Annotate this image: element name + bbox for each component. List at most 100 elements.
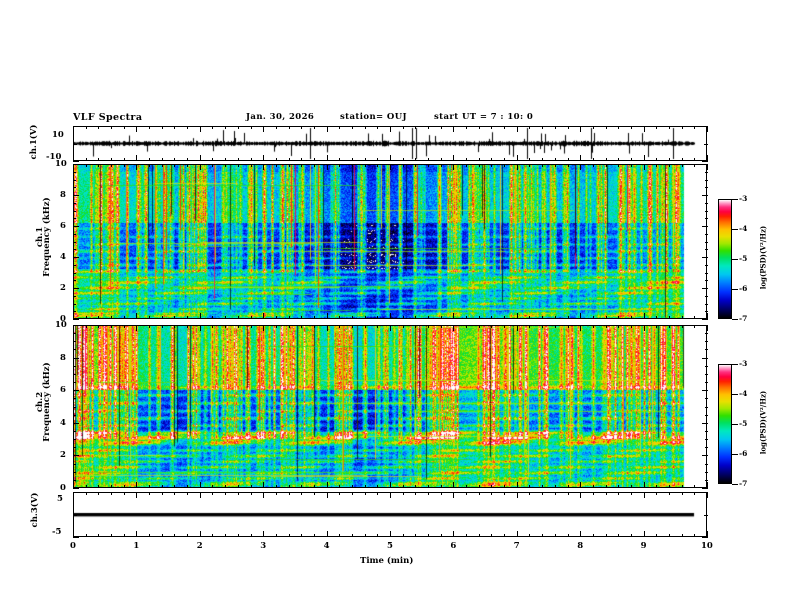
tick-mark xyxy=(705,164,708,165)
tick-mark xyxy=(263,313,264,319)
tick-mark xyxy=(390,325,391,331)
tick-mark xyxy=(542,158,543,161)
tick-mark xyxy=(238,126,239,129)
tick-mark xyxy=(314,126,315,129)
tick-mark xyxy=(301,492,302,495)
tick-mark xyxy=(491,325,492,328)
tick-mark xyxy=(251,126,252,129)
tick-mark xyxy=(618,316,619,319)
tick-mark xyxy=(86,485,87,488)
tick-mark xyxy=(352,534,353,537)
tick-mark xyxy=(212,534,213,537)
tick-mark xyxy=(111,534,112,537)
tick-mark xyxy=(73,311,76,312)
tick-mark xyxy=(415,534,416,537)
tick-mark xyxy=(707,126,708,132)
tick-mark xyxy=(707,492,708,498)
tick-mark xyxy=(593,485,594,488)
tick-mark xyxy=(149,316,150,319)
tick-mark xyxy=(732,319,738,320)
tick-mark xyxy=(73,358,79,359)
tick-mark xyxy=(705,311,708,312)
tick-mark xyxy=(251,316,252,319)
tick-mark xyxy=(162,325,163,328)
tick-mark xyxy=(263,126,264,132)
tick-mark xyxy=(705,257,708,258)
tick-mark xyxy=(225,158,226,161)
tick-mark xyxy=(301,485,302,488)
tick-mark xyxy=(276,316,277,319)
tick-mark xyxy=(491,316,492,319)
tick-mark xyxy=(555,316,556,319)
tick-mark xyxy=(618,164,619,167)
tick-mark xyxy=(593,126,594,129)
tick-mark xyxy=(200,482,201,488)
tick-mark xyxy=(162,316,163,319)
tick-mark xyxy=(365,126,366,129)
tick-mark xyxy=(568,534,569,537)
tick-mark xyxy=(212,316,213,319)
tick-mark xyxy=(212,164,213,167)
tick-mark xyxy=(415,316,416,319)
tick-mark xyxy=(580,482,581,488)
tick-mark xyxy=(200,126,201,132)
tick-mark xyxy=(225,534,226,537)
tick-mark xyxy=(238,325,239,328)
tick-mark xyxy=(352,164,353,167)
tick-mark xyxy=(702,537,708,538)
tick-mark xyxy=(124,325,125,328)
tick-mark xyxy=(73,226,76,227)
tick-mark xyxy=(656,325,657,328)
ytick-6: 6 xyxy=(60,221,66,231)
tick-mark xyxy=(415,485,416,488)
tick-mark xyxy=(149,325,150,328)
tick-mark xyxy=(149,485,150,488)
tick-mark xyxy=(517,164,518,170)
tick-mark xyxy=(403,534,404,537)
tick-mark xyxy=(705,398,708,399)
tick-mark xyxy=(705,455,708,456)
tick-mark xyxy=(377,316,378,319)
tick-mark xyxy=(732,454,738,455)
header-start-ut: start UT = 7 : 10: 0 xyxy=(434,112,534,122)
tick-mark xyxy=(580,155,581,161)
ch3-waveform-ytick-5: 5 xyxy=(57,494,63,504)
tick-mark xyxy=(656,485,657,488)
tick-mark xyxy=(529,158,530,161)
tick-mark xyxy=(390,164,391,170)
tick-mark xyxy=(618,492,619,495)
tick-mark xyxy=(174,158,175,161)
ytick-10: 10 xyxy=(55,159,67,169)
x-axis-tick-5: 5 xyxy=(387,541,393,551)
tick-mark xyxy=(276,164,277,167)
tick-mark xyxy=(339,492,340,495)
tick-mark xyxy=(504,325,505,328)
tick-mark xyxy=(73,488,79,489)
tick-mark xyxy=(705,488,708,489)
tick-mark xyxy=(441,158,442,161)
tick-mark xyxy=(542,325,543,328)
tick-mark xyxy=(466,164,467,167)
tick-mark xyxy=(225,316,226,319)
tick-mark xyxy=(694,485,695,488)
tick-mark xyxy=(98,492,99,495)
tick-mark xyxy=(73,325,76,326)
tick-mark xyxy=(263,155,264,161)
tick-mark xyxy=(593,492,594,495)
tick-mark xyxy=(644,126,645,132)
tick-mark xyxy=(517,482,518,488)
tick-mark xyxy=(580,313,581,319)
ytick-0: 0 xyxy=(60,314,66,324)
tick-mark xyxy=(453,155,454,161)
colorbar-ch1-label: log(PSD)(V²/Hz) xyxy=(758,225,768,290)
tick-mark xyxy=(73,155,74,161)
tick-mark xyxy=(682,164,683,167)
tick-mark xyxy=(111,158,112,161)
tick-mark xyxy=(479,534,480,537)
header-station: station= OUJ xyxy=(340,112,407,122)
tick-mark xyxy=(529,316,530,319)
tick-mark xyxy=(542,164,543,167)
tick-mark xyxy=(73,288,79,289)
tick-mark xyxy=(111,126,112,129)
tick-mark xyxy=(644,155,645,161)
